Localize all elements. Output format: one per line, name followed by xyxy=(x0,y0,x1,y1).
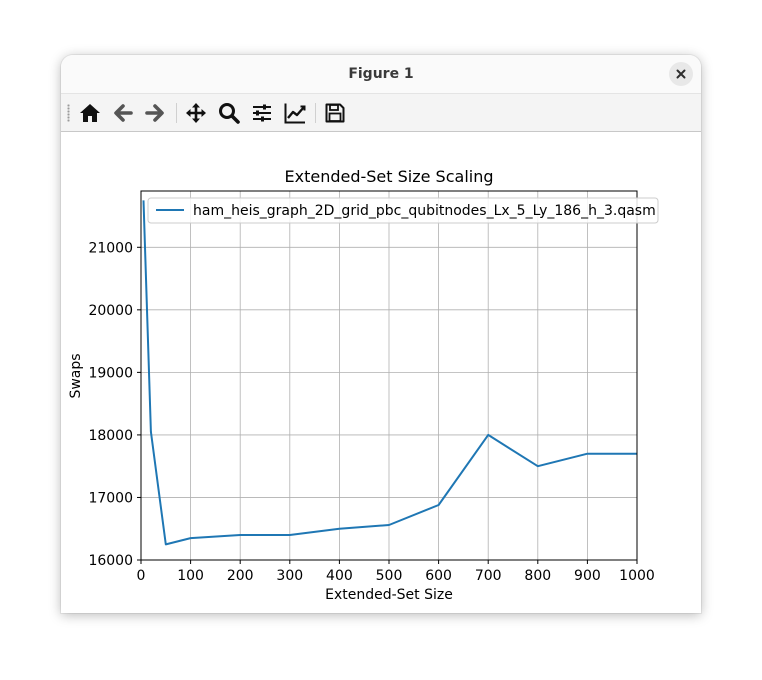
x-tick-label: 500 xyxy=(376,568,403,584)
toolbar-grip[interactable] xyxy=(67,104,70,122)
title-bar: Figure 1 xyxy=(61,55,701,94)
toolbar xyxy=(61,94,701,132)
chart-title: Extended-Set Size Scaling xyxy=(285,167,494,186)
floppy-disk-icon xyxy=(325,103,345,123)
grid-lines xyxy=(140,191,638,561)
series-line-0 xyxy=(142,200,637,546)
x-tick-label: 800 xyxy=(524,568,551,584)
forward-button[interactable] xyxy=(141,99,169,127)
x-tick-label: 300 xyxy=(276,568,303,584)
y-tick-label: 20000 xyxy=(88,303,133,319)
axis-ticks: 0 100 200 300 400 500 600 700 800 900 1000 16000 170… xyxy=(88,240,654,584)
legend-label: ham_heis_graph_2D_grid_pbc_qubitnodes_Lx… xyxy=(193,203,656,219)
line-chart-icon xyxy=(284,103,306,124)
x-tick-label: 600 xyxy=(425,568,452,584)
line-chart[interactable]: Extended-Set Size Scaling 0 100 200 300 400 5… xyxy=(61,132,701,613)
toolbar-separator xyxy=(176,103,177,123)
figure-window: Figure 1 xyxy=(61,55,701,613)
y-tick-label: 17000 xyxy=(88,490,133,506)
x-tick-label: 900 xyxy=(574,568,601,584)
y-tick-label: 21000 xyxy=(88,240,133,256)
pan-button[interactable] xyxy=(182,99,210,127)
y-axis-label: Swaps xyxy=(68,353,84,398)
plot-area xyxy=(142,200,637,546)
figure-canvas[interactable]: Extended-Set Size Scaling 0 100 200 300 400 5… xyxy=(61,132,701,613)
toolbar-separator xyxy=(315,103,316,123)
sliders-icon xyxy=(253,104,271,122)
y-tick-label: 19000 xyxy=(88,365,133,381)
x-tick-label: 100 xyxy=(177,568,204,584)
legend-box xyxy=(147,197,659,224)
x-tick-label: 400 xyxy=(326,568,353,584)
close-button[interactable] xyxy=(669,62,693,86)
x-axis-label: Extended-Set Size xyxy=(325,587,453,603)
x-tick-label: 700 xyxy=(475,568,502,584)
home-button[interactable] xyxy=(76,99,104,127)
move-icon xyxy=(186,103,206,123)
back-button[interactable] xyxy=(109,99,137,127)
x-tick-label: 1000 xyxy=(619,568,655,584)
y-tick-label: 18000 xyxy=(88,428,133,444)
edit-axis-button[interactable] xyxy=(281,99,309,127)
arrow-right-icon xyxy=(145,104,164,122)
window-title: Figure 1 xyxy=(348,66,414,82)
magnifier-icon xyxy=(219,103,240,124)
configure-subplots-button[interactable] xyxy=(248,99,276,127)
home-icon xyxy=(80,104,100,122)
zoom-button[interactable] xyxy=(215,99,243,127)
x-tick-label: 200 xyxy=(227,568,254,584)
legend[interactable]: ham_heis_graph_2D_grid_pbc_qubitnodes_Lx… xyxy=(147,197,659,224)
y-tick-label: 16000 xyxy=(88,553,133,569)
axes-frame xyxy=(140,190,638,561)
x-tick-label: 0 xyxy=(137,568,146,584)
save-button[interactable] xyxy=(321,99,349,127)
arrow-left-icon xyxy=(114,104,133,122)
close-icon xyxy=(676,69,686,79)
